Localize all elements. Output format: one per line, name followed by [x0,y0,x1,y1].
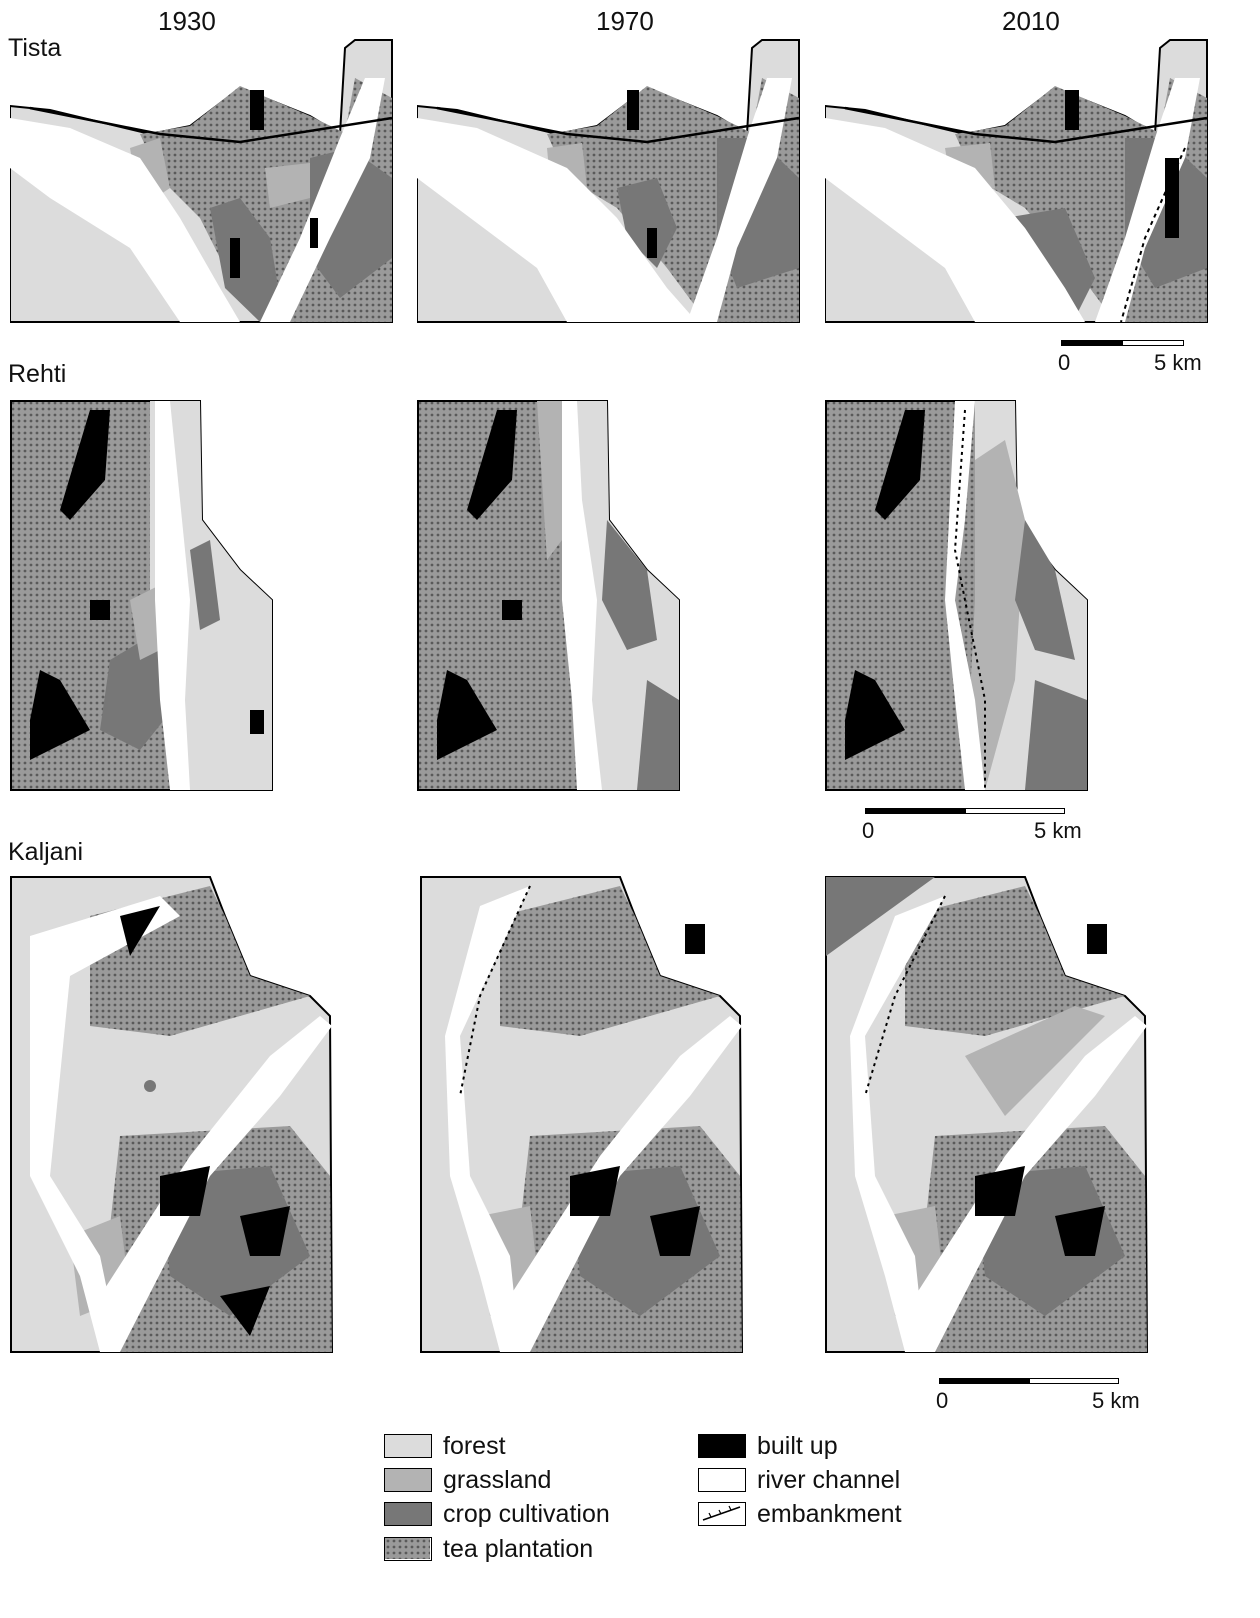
scalebar-white-segment [965,808,1065,814]
scalebar-end-label: 5 km [1034,818,1082,843]
scalebar-black-segment [865,808,967,814]
river-label-tista: Tista [8,34,62,62]
rehti-map-2010 [825,400,1095,792]
tista-map-2010 [825,38,1209,324]
tista-map-1930 [10,38,394,324]
forest-swatch [384,1434,432,1458]
legend-label-crop: crop cultivation [443,1500,610,1528]
scalebar-black-segment [1061,340,1124,346]
legend-label-built: built up [757,1432,838,1460]
rehti-scalebar: 0 5 km [862,808,1102,848]
rehti-map-1930 [10,400,280,792]
scalebar-start-label: 0 [862,818,875,843]
crop-swatch [384,1502,432,1526]
river-label-rehti: Rehti [8,360,67,388]
scalebar-end-label: 5 km [1092,1388,1140,1413]
rehti-map-1970 [417,400,687,792]
legend-label-tea: tea plantation [443,1535,594,1563]
tea-swatch [384,1537,432,1561]
year-1970-header: 1970 [596,6,654,36]
tista-scalebar: 0 5 km [1058,340,1218,380]
tista-map-1970 [417,38,801,324]
legend-label-grassland: grassland [443,1466,552,1494]
scalebar-start-label: 0 [936,1388,949,1413]
scalebar-start-label: 0 [1058,350,1071,375]
scalebar-white-segment [1029,1378,1119,1384]
scalebar-black-segment [939,1378,1031,1384]
embankment-swatch [698,1502,746,1526]
legend-label-forest: forest [443,1432,506,1460]
scalebar-end-label: 5 km [1154,350,1202,375]
year-1930-header: 1930 [158,6,216,36]
river-label-kaljani: Kaljani [8,838,84,866]
kaljani-map-1930 [10,876,340,1354]
year-2010-header: 2010 [1002,6,1060,36]
legend-label-embankment: embankment [757,1500,902,1528]
built-swatch [698,1434,746,1458]
scalebar-white-segment [1122,340,1184,346]
legend-label-river: river channel [757,1466,901,1494]
kaljani-map-1970 [420,876,750,1354]
river-swatch [698,1468,746,1492]
kaljani-map-2010 [825,876,1155,1354]
kaljani-scalebar: 0 5 km [936,1378,1166,1418]
grassland-swatch [384,1468,432,1492]
